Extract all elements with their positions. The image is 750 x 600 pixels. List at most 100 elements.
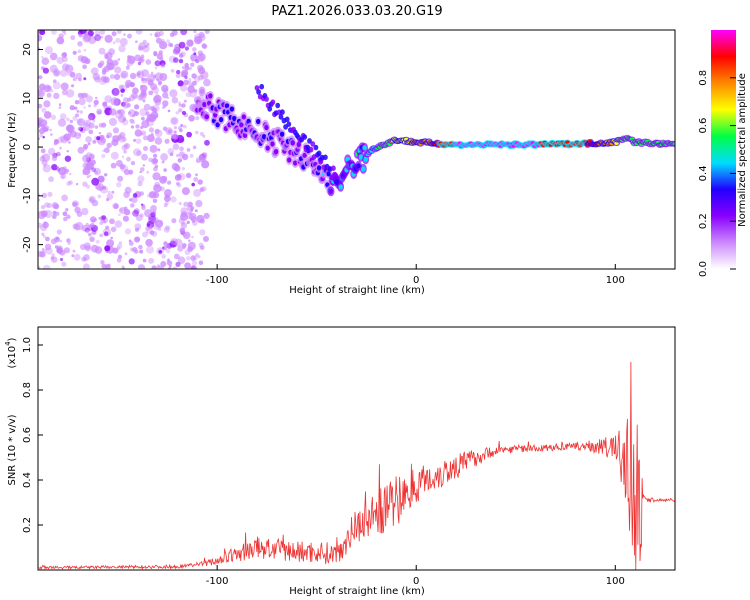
noise-blob: [63, 133, 71, 142]
noise-blob: [38, 103, 43, 109]
noise-blob: [148, 114, 157, 123]
noise-blob: [71, 254, 75, 258]
y-tick-label: 1.0: [22, 337, 33, 353]
spectrogram-y-label: Frequency (Hz): [7, 112, 18, 188]
noise-blob: [82, 123, 91, 131]
noise-blob: [59, 249, 66, 256]
noise-blob: [181, 153, 189, 161]
noise-blob: [102, 149, 105, 153]
ridge-point: [565, 140, 570, 144]
noise-blob: [197, 255, 201, 259]
noise-blob: [90, 244, 99, 253]
noise-blob: [170, 196, 177, 203]
noise-blob: [92, 140, 97, 144]
noise-blob: [66, 238, 71, 243]
colorbar-tick-label: 0.8: [698, 70, 709, 86]
snr-scale-base: (x10: [7, 346, 18, 369]
noise-blob: [184, 262, 191, 269]
snr-scale-exponent: 4: [4, 341, 12, 346]
ridge-branch-point: [264, 96, 269, 102]
ridge-branch-point: [308, 146, 314, 153]
noise-blob: [145, 42, 150, 48]
y-tick-label: 0.8: [22, 382, 33, 398]
noise-blob: [187, 241, 196, 250]
y-tick-label: 0.4: [22, 472, 33, 488]
noise-blob: [139, 170, 142, 174]
noise-blob: [167, 42, 172, 47]
noise-blob: [130, 161, 136, 166]
noise-blob: [202, 134, 206, 138]
noise-blob: [100, 75, 108, 83]
colorbar-tick-label: 0.2: [698, 213, 709, 229]
noise-blob: [191, 260, 198, 266]
noise-blob: [110, 236, 113, 240]
snr-x-ticks: -100 0 100: [206, 565, 625, 587]
noise-blob: [160, 261, 167, 267]
noise-blob: [44, 243, 52, 250]
noise-blob: [56, 167, 61, 172]
noise-blob: [53, 92, 60, 100]
noise-blob: [83, 77, 87, 81]
noise-blob: [79, 30, 87, 34]
noise-blob: [42, 136, 45, 139]
noise-blob: [119, 38, 128, 46]
noise-blob: [49, 52, 58, 61]
noise-blob: [59, 239, 63, 243]
noise-blob: [194, 209, 198, 213]
noise-blob: [195, 200, 203, 208]
noise-blob: [197, 179, 203, 185]
ridge-point: [232, 115, 237, 122]
noise-blob: [149, 33, 153, 36]
noise-blob: [143, 135, 148, 141]
noise-blob: [114, 73, 121, 80]
noise-blob: [43, 84, 52, 93]
noise-blob: [154, 164, 159, 169]
noise-blob: [158, 80, 163, 85]
ridge-branch-point: [259, 83, 265, 90]
ridge-point: [279, 131, 285, 137]
noise-blob: [62, 56, 68, 63]
ridge-point: [328, 188, 334, 194]
noise-blob: [50, 133, 53, 136]
noise-blob: [142, 258, 147, 263]
noise-blob: [111, 138, 119, 146]
noise-blob: [203, 236, 209, 242]
noise-blob: [68, 180, 73, 185]
noise-blob: [74, 106, 78, 110]
noise-blob: [125, 84, 130, 89]
noise-blob: [110, 162, 117, 169]
noise-blob: [101, 215, 107, 220]
x-tick-label: 0: [413, 275, 419, 286]
noise-blob: [109, 108, 117, 116]
noise-blob: [135, 214, 143, 222]
figure-title: PAZ1.2026.033.03.20.G19: [271, 4, 442, 19]
noise-blob: [99, 221, 104, 226]
noise-blob: [198, 260, 204, 266]
noise-blob: [67, 130, 73, 136]
noise-blob: [83, 106, 86, 109]
noise-blob: [187, 85, 195, 93]
noise-blob: [182, 124, 187, 129]
noise-blob: [177, 245, 184, 252]
noise-blob: [137, 175, 145, 183]
noise-blob: [128, 258, 135, 265]
ridge-branch-point: [313, 144, 319, 151]
noise-blob: [154, 137, 163, 145]
noise-blob: [61, 89, 68, 96]
noise-blob: [50, 114, 57, 120]
noise-blob: [100, 35, 104, 39]
ridge-point: [672, 142, 675, 146]
noise-blob: [51, 155, 58, 161]
noise-blob: [165, 194, 170, 199]
colorbar-tick-label: 0.0: [698, 261, 709, 277]
ridge-point: [224, 103, 230, 109]
noise-blob: [143, 146, 148, 151]
noise-blob: [48, 176, 54, 183]
noise-blob: [56, 229, 62, 235]
noise-blob: [138, 244, 143, 250]
noise-blob: [162, 92, 169, 99]
noise-blob: [172, 143, 180, 151]
noise-blob: [190, 53, 198, 62]
noise-blob: [77, 118, 86, 127]
ridge-branch-point: [316, 150, 322, 157]
